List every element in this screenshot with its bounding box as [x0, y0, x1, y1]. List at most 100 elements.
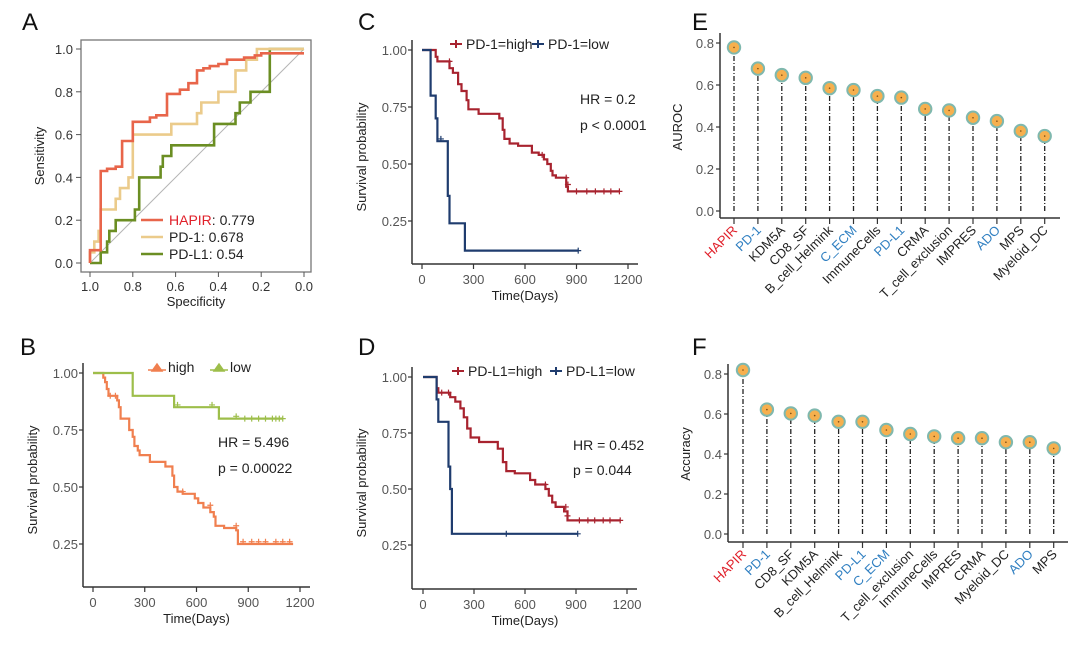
censor-mark	[255, 538, 262, 545]
lollipop-center	[813, 414, 816, 417]
legend-name: HAPIR	[169, 212, 212, 228]
y-tick-label: 0.6	[55, 128, 73, 143]
panel-letter: C	[358, 9, 375, 36]
legend-label: low	[230, 359, 252, 375]
censor-mark	[438, 389, 445, 396]
censor-mark	[575, 247, 582, 254]
censor-mark	[592, 188, 599, 195]
censor-mark	[255, 415, 262, 422]
y-tick-label: 0.0	[704, 527, 722, 542]
panel-letter: E	[692, 9, 708, 36]
censor-mark	[240, 538, 247, 545]
censor-mark	[583, 188, 590, 195]
y-tick-label: 0.75	[53, 423, 78, 438]
legend-swatch	[452, 367, 464, 375]
x-tick-label: 0.6	[167, 279, 185, 294]
legend-entry: HAPIR: 0.779	[169, 212, 255, 228]
p-value-text: p = 0.044	[573, 462, 632, 478]
lollipop-center	[996, 120, 998, 122]
x-tick-label: 300	[463, 272, 485, 287]
panel-letter: B	[20, 334, 36, 361]
x-axis-label: Time(Days)	[492, 288, 559, 303]
lollipop-center	[852, 89, 855, 91]
panel-c: C	[358, 9, 375, 36]
y-tick-label: 0.8	[696, 36, 714, 51]
legend-entry: PD-1: 0.678	[169, 229, 244, 245]
censor-mark	[262, 415, 269, 422]
y-axis-label: Survival probability	[25, 425, 40, 535]
panel-d: D	[358, 334, 375, 361]
lollipop-center	[1043, 135, 1046, 137]
censor-mark	[279, 538, 286, 545]
y-tick-label: 0.25	[53, 537, 78, 552]
y-axis-label: Sensitivity	[32, 126, 47, 185]
lollipop-center	[804, 77, 807, 79]
lollipop-center	[790, 412, 792, 415]
censor-mark	[248, 415, 255, 422]
lollipop-center	[972, 116, 974, 119]
x-tick-label: 900	[237, 595, 259, 610]
panel-f: F	[692, 334, 707, 361]
survival-curve-pd-l1-low	[423, 375, 578, 535]
lollipop-center	[933, 435, 935, 438]
y-tick-label: 1.0	[55, 42, 73, 57]
censor-mark	[233, 413, 240, 420]
censor-mark	[616, 188, 623, 195]
km-chart-b: 0.25 0.50 0.75 1.00 0 300 600 900 1200 Time(Days)…	[25, 359, 314, 626]
survival-curve-pd-1-high	[422, 48, 620, 193]
y-tick-label: 0.4	[55, 170, 73, 185]
x-axis-label: Time(Days)	[163, 611, 230, 626]
x-tick-label: 0.2	[252, 279, 270, 294]
legend-auc: : 0.779	[212, 212, 255, 228]
hazard-ratio-text: HR = 0.452	[573, 437, 644, 453]
y-tick-label: 0.4	[696, 120, 714, 135]
y-tick-label: 0.50	[382, 482, 407, 497]
censor-mark	[241, 415, 248, 422]
legend-swatch	[210, 362, 228, 372]
y-axis-label: Accuracy	[678, 427, 693, 481]
legend-label: PD-1=high	[466, 36, 533, 52]
y-tick-label: 0.8	[704, 367, 722, 382]
x-tick-label: 0	[89, 595, 96, 610]
lollipop-center	[1029, 441, 1031, 444]
lollipop-center	[828, 87, 831, 89]
p-value-text: p < 0.0001	[580, 117, 647, 133]
lollipop-center	[900, 96, 903, 99]
censor-mark	[279, 415, 286, 422]
x-tick-label: 0.4	[209, 279, 227, 294]
lollipop-center	[981, 437, 983, 440]
panel-letter: A	[22, 9, 38, 36]
y-tick-label: 0.0	[696, 204, 714, 219]
legend-name: PD-L1	[169, 246, 209, 262]
category-label: MPS	[1029, 546, 1060, 577]
x-tick-label: 900	[565, 597, 587, 612]
lollipop-center	[837, 421, 840, 423]
y-tick-label: 0.8	[55, 85, 73, 100]
panel-b: B	[20, 334, 36, 361]
censor-mark	[539, 151, 546, 158]
censor-mark	[286, 538, 293, 545]
y-tick-label: 1.00	[53, 366, 78, 381]
y-tick-label: 0.2	[696, 162, 714, 177]
lollipop-center	[924, 108, 926, 110]
lollipop-center	[742, 369, 744, 371]
y-tick-label: 1.00	[382, 43, 407, 58]
censor-mark	[445, 389, 452, 396]
legend-swatch	[148, 362, 166, 372]
y-tick-label: 0.75	[382, 426, 407, 441]
panel-e: E	[692, 9, 708, 36]
censor-mark	[446, 58, 453, 65]
censor-mark	[562, 503, 569, 510]
km-chart-c: 0.25 0.50 0.75 1.00 0 300 600 900 1200 Time(Days)…	[354, 36, 647, 303]
category-label: ADO	[972, 223, 1003, 254]
y-tick-label: 0.50	[382, 157, 407, 172]
x-tick-label: 1200	[613, 597, 642, 612]
km-chart-d: 0.25 0.50 0.75 1.00 0 300 600 900 1200 Time(Days)…	[354, 363, 644, 628]
y-tick-label: 0.25	[382, 538, 407, 553]
x-tick-label: 600	[186, 595, 208, 610]
lollipop-center	[1052, 447, 1055, 450]
x-tick-label: 0.8	[124, 279, 142, 294]
x-tick-label: 600	[514, 272, 536, 287]
x-tick-label: 600	[514, 597, 536, 612]
